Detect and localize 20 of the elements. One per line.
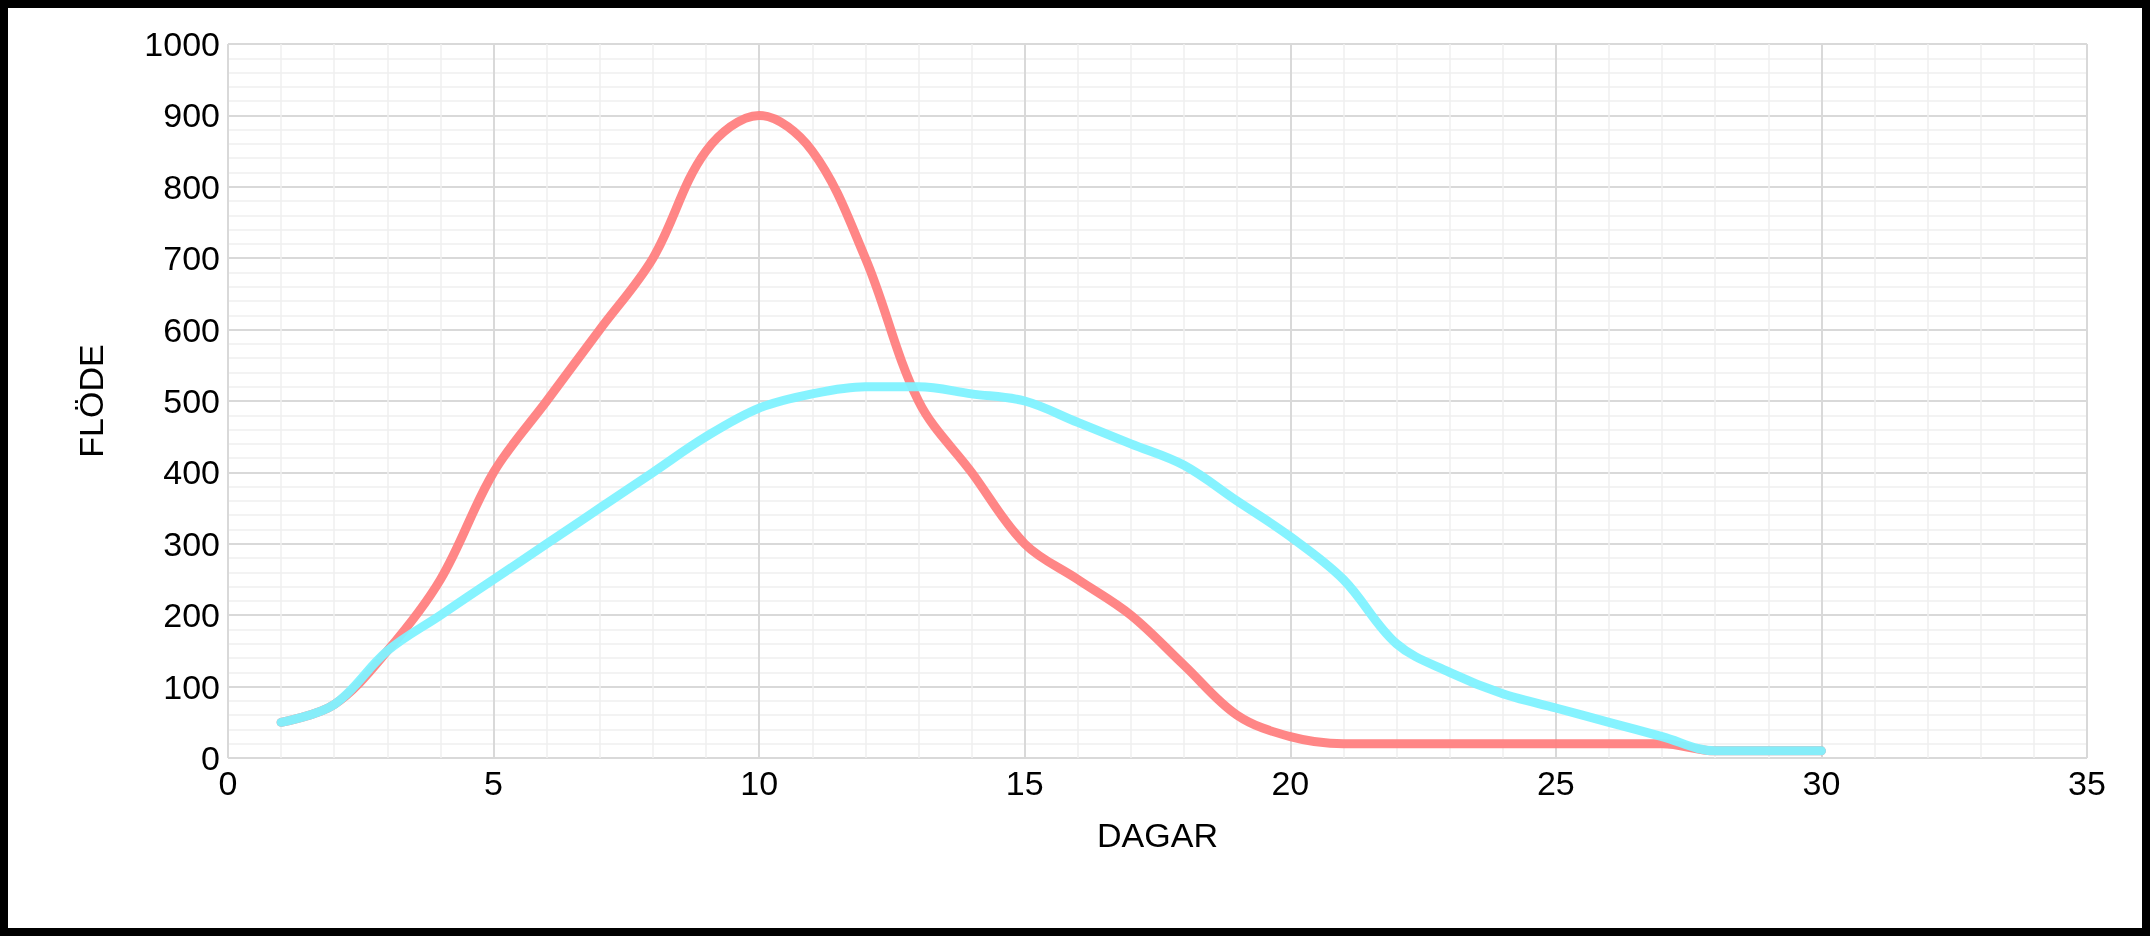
x-tick-label: 10 xyxy=(740,764,779,802)
y-tick-label: 900 xyxy=(163,96,220,135)
y-tick-label: 400 xyxy=(163,453,220,492)
x-tick-label: 5 xyxy=(484,764,504,802)
y-axis-title: FLÖDE xyxy=(72,344,110,458)
x-tick-label: 20 xyxy=(1271,764,1310,802)
y-tick-label: 100 xyxy=(163,667,220,706)
x-tick-label: 35 xyxy=(2068,764,2106,802)
y-tick-label: 0 xyxy=(201,739,220,777)
y-tick-label: 1000 xyxy=(144,25,220,63)
x-tick-label: 15 xyxy=(1005,764,1044,802)
y-tick-label: 800 xyxy=(163,167,220,206)
x-axis-title: DAGAR xyxy=(1097,816,1218,854)
y-tick-label: 600 xyxy=(163,310,220,349)
x-tick-label: 30 xyxy=(1802,764,1841,802)
y-tick-label: 200 xyxy=(163,596,220,635)
y-tick-label: 300 xyxy=(163,524,220,563)
x-tick-label: 25 xyxy=(1536,764,1575,802)
y-tick-label: 700 xyxy=(163,239,220,278)
y-tick-label: 500 xyxy=(163,382,220,420)
